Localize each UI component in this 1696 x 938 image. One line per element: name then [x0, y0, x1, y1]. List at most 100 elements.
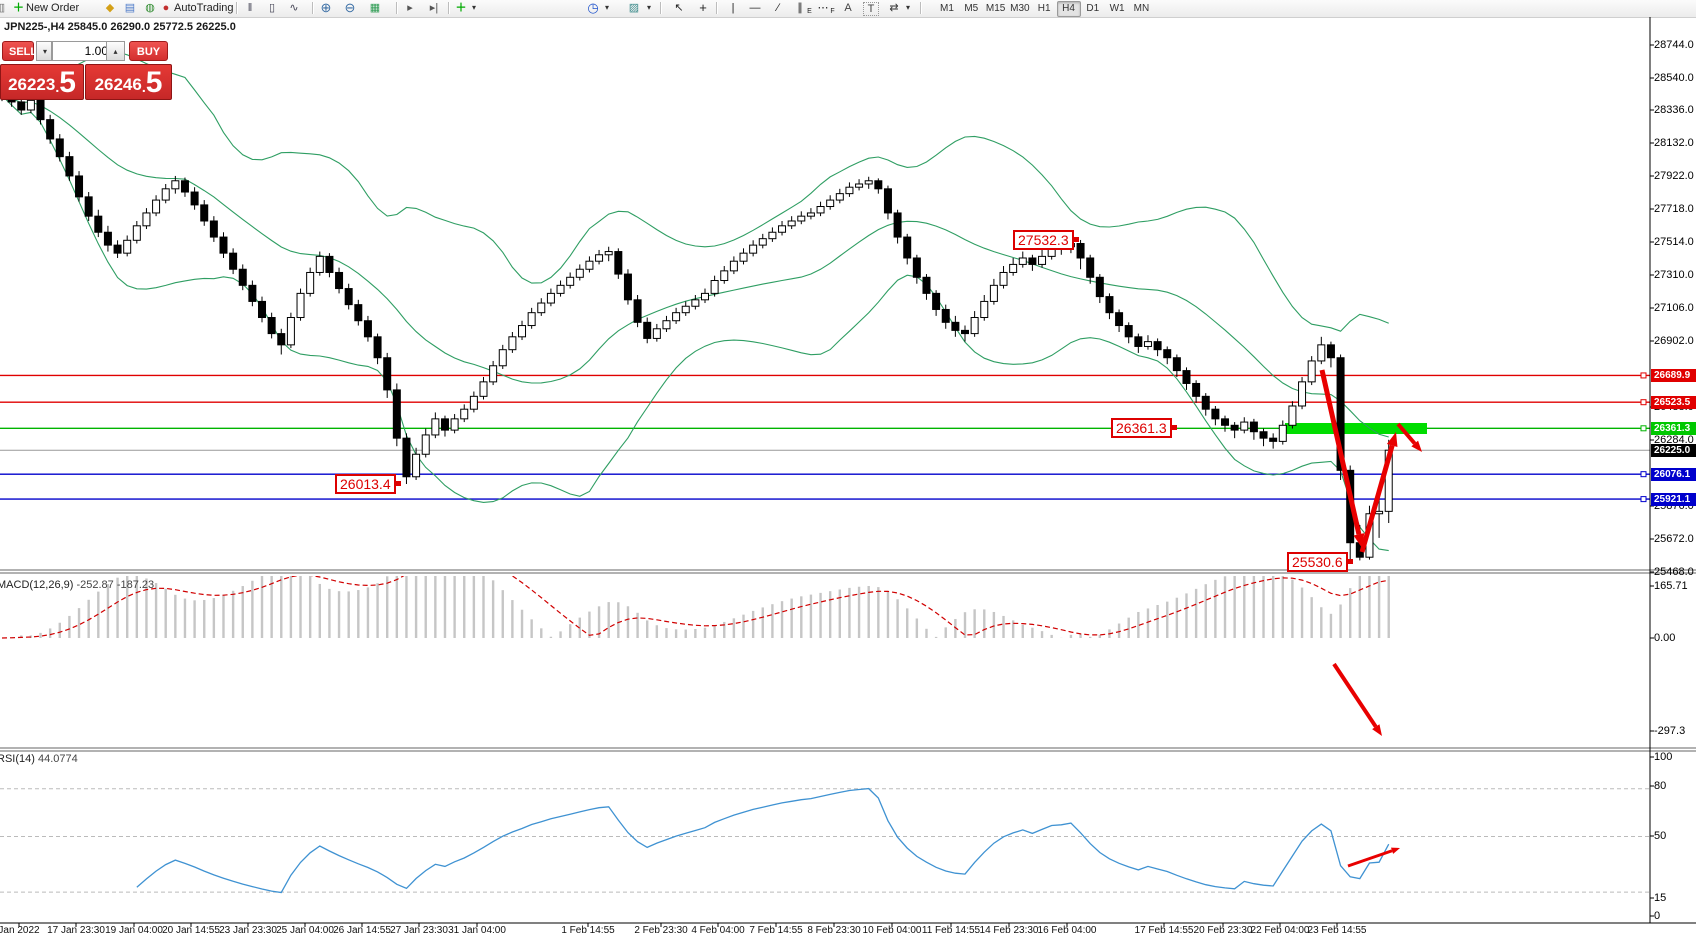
axis-ticks: [18, 44, 1654, 927]
macd-axis-label: 165.71: [1654, 580, 1688, 592]
arrows-caret-icon[interactable]: ▾: [905, 3, 910, 12]
price-axis-label: 28336.0: [1654, 104, 1694, 116]
autotrading-icon[interactable]: ●: [162, 2, 170, 14]
auto-scroll-icon[interactable]: ▸: [407, 2, 413, 14]
price-level-badge: 26689.9: [1651, 368, 1696, 382]
timeframe-button-M15[interactable]: M15: [985, 3, 1006, 14]
toolbar-separator: [312, 2, 314, 14]
price-callout[interactable]: 26361.3: [1111, 418, 1177, 439]
zoom-in-icon[interactable]: ⊕: [320, 0, 332, 15]
buy-price-main: 26246: [94, 75, 142, 94]
equidistant-channel-icon[interactable]: ∥: [797, 2, 803, 14]
time-axis-label: 31 Jan 04:00: [448, 925, 506, 936]
time-axis-label: 14 Feb 23:30: [979, 925, 1039, 936]
new-order-button[interactable]: New Order: [26, 2, 80, 14]
price-axis-label: 27310.0: [1654, 269, 1694, 281]
price-axis-label: 25672.0: [1654, 533, 1694, 545]
toolbar-separator: [448, 2, 450, 14]
fibonacci-icon[interactable]: ⋯: [817, 2, 829, 14]
market-watch-icon[interactable]: ◆: [105, 2, 115, 14]
tile-windows-icon[interactable]: ▦: [369, 2, 381, 14]
price-axis-label: 25468.0: [1654, 566, 1694, 578]
crosshair-icon[interactable]: +: [699, 0, 707, 15]
time-axis-label: 4 Feb 04:00: [691, 925, 745, 936]
sell-price-display[interactable]: 26223. 5: [0, 64, 84, 100]
periods-caret-icon[interactable]: ▾: [604, 3, 609, 12]
rsi-axis-label: 0: [1654, 910, 1661, 922]
time-axis-label: 17 Feb 14:55: [1134, 925, 1194, 936]
autotrading-button[interactable]: AutoTrading: [174, 2, 234, 14]
callout-anchor-handle[interactable]: [395, 481, 401, 487]
volume-input[interactable]: [52, 41, 112, 61]
bar-chart-icon[interactable]: ‖: [247, 2, 253, 14]
horizontal-line-icon[interactable]: —: [749, 2, 761, 14]
time-axis-label: 20 Feb 23:30: [1193, 925, 1253, 936]
price-level-badge: 26361.3: [1651, 421, 1696, 435]
timeframe-button-H4[interactable]: H4: [1056, 1, 1081, 17]
price-callout[interactable]: 27532.3: [1013, 229, 1079, 250]
indicators-icon[interactable]: ＋: [455, 2, 467, 14]
timeframe-button-M5[interactable]: M5: [964, 3, 979, 14]
sell-price-dot: .: [55, 79, 60, 95]
timeframe-button-H1[interactable]: H1: [1037, 3, 1051, 14]
timeframe-button-M30[interactable]: M30: [1010, 3, 1030, 14]
time-axis-label: 23 Jan 23:30: [219, 925, 277, 936]
timeframe-button-MN[interactable]: MN: [1133, 3, 1150, 14]
macd-axis-label: 0.00: [1654, 632, 1676, 644]
time-axis-label: 19 Jan 04:00: [105, 925, 163, 936]
rsi-axis-label: 80: [1654, 780, 1667, 792]
volume-spinner-down[interactable]: ▾: [36, 41, 52, 61]
macd-histogram: [10, 576, 1390, 638]
callout-anchor-handle[interactable]: [1347, 558, 1353, 564]
horizontal-level-lines[interactable]: [0, 372, 1650, 503]
text-label-icon[interactable]: T: [863, 2, 879, 16]
line-chart-icon[interactable]: ∿: [289, 2, 299, 14]
price-axis-label: 27106.0: [1654, 302, 1694, 314]
time-axis-label: Jan 2022: [0, 925, 40, 936]
time-axis-label: 7 Feb 14:55: [749, 925, 803, 936]
volume-spinner-up[interactable]: ▴: [106, 41, 125, 61]
callout-anchor-handle[interactable]: [1073, 236, 1079, 242]
indicators-caret-icon[interactable]: ▾: [471, 3, 476, 12]
toolbar-separator: [396, 2, 398, 14]
templates-caret-icon[interactable]: ▾: [646, 3, 651, 12]
buy-price-pips: 5: [145, 66, 163, 99]
buy-price-dot: .: [141, 79, 146, 95]
chart-title: JPN225-,H4 25845.0 26290.0 25772.5 26225…: [4, 21, 236, 33]
price-axis-label: 28540.0: [1654, 72, 1694, 84]
chart-shift-icon[interactable]: ▸|: [429, 2, 439, 14]
navigator-icon[interactable]: ◍: [145, 2, 155, 14]
timeframe-button-M1[interactable]: M1: [940, 3, 954, 14]
templates-icon[interactable]: ▨: [628, 2, 640, 14]
text-icon[interactable]: A: [844, 2, 852, 14]
toolbar-separator: [236, 2, 238, 14]
vertical-line-icon[interactable]: |: [731, 2, 735, 14]
terminal-icon[interactable]: ▤: [124, 2, 136, 14]
new-chart-icon[interactable]: ▥: [0, 0, 7, 16]
timeframe-button-W1[interactable]: W1: [1109, 3, 1125, 14]
periods-icon[interactable]: ◷: [587, 0, 599, 15]
cursor-icon[interactable]: ↖: [674, 2, 684, 14]
price-axis-label: 26284.0: [1654, 434, 1694, 446]
time-axis-label: 27 Jan 23:30: [390, 925, 448, 936]
time-axis-label: 25 Jan 04:00: [276, 925, 334, 936]
price-callout[interactable]: 26013.4: [335, 474, 401, 495]
candlestick-chart-icon[interactable]: ▯: [268, 2, 276, 14]
price-axis-label: 28744.0: [1654, 39, 1694, 51]
arrows-icon[interactable]: ⇄: [889, 2, 899, 14]
buy-price-display[interactable]: 26246. 5: [85, 64, 172, 100]
trendline-icon[interactable]: ∕: [777, 2, 779, 14]
support-zone-rectangle[interactable]: [1285, 423, 1427, 434]
new-order-icon[interactable]: ＋: [13, 2, 24, 14]
sell-button[interactable]: SELL: [2, 41, 37, 61]
annotation-arrows[interactable]: [1319, 369, 1422, 868]
time-axis-label: 10 Feb 04:00: [862, 925, 922, 936]
macd-axis-label: -297.3: [1654, 725, 1686, 737]
buy-button[interactable]: BUY: [129, 41, 168, 61]
toolbar-separator: [716, 2, 718, 14]
price-callout[interactable]: 25530.6: [1287, 551, 1353, 572]
timeframe-button-D1[interactable]: D1: [1086, 3, 1100, 14]
callout-anchor-handle[interactable]: [1171, 425, 1177, 431]
zoom-out-icon[interactable]: ⊖: [344, 0, 356, 15]
